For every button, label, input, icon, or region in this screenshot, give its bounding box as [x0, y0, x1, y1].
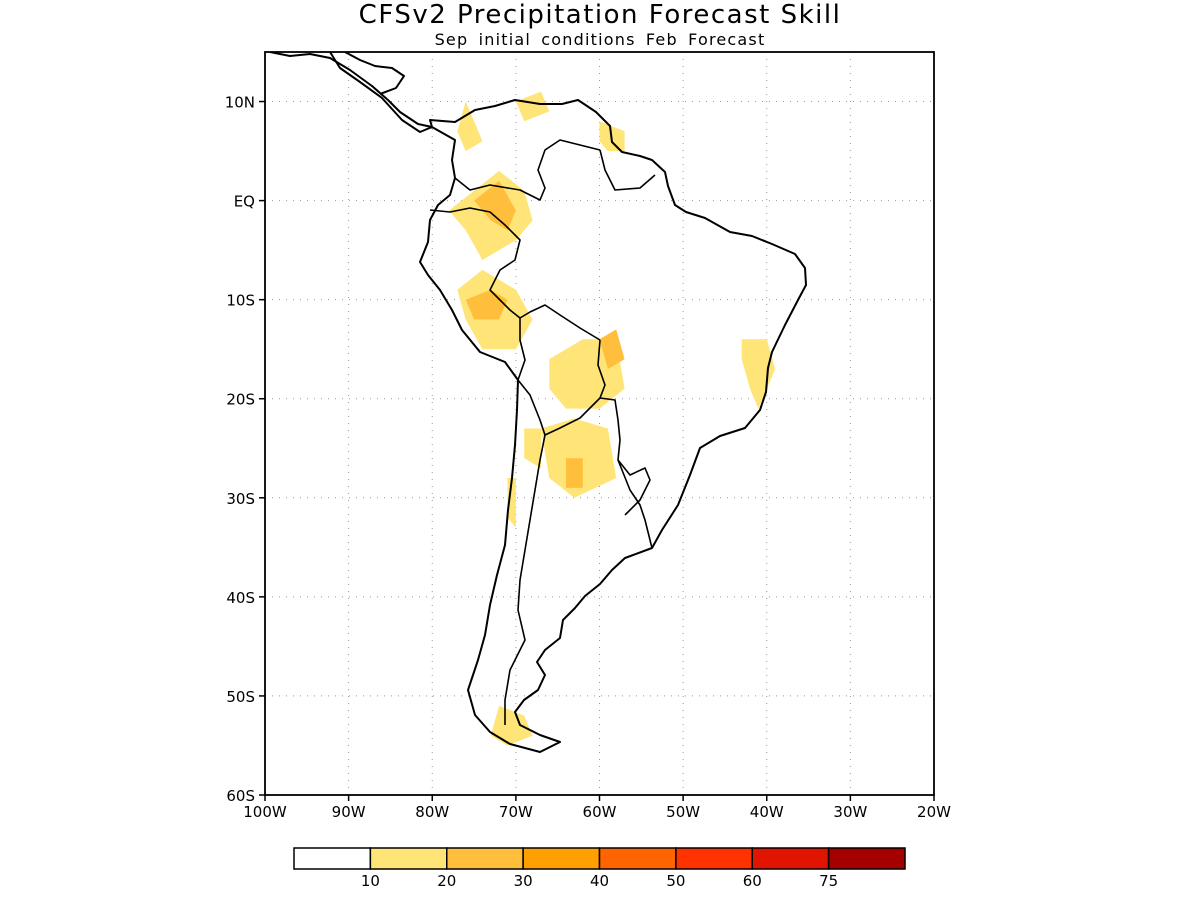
- lat-tick-label: 10N: [225, 94, 255, 112]
- lon-tick-label: 60W: [583, 803, 617, 821]
- skill-region-paraguay-core: [566, 458, 583, 488]
- legend-swatch: [446, 847, 524, 870]
- legend-swatch: [369, 847, 448, 870]
- legend-label: 50: [666, 872, 685, 890]
- lon-tick-label: 20W: [917, 803, 951, 821]
- lon-tick-label: 70W: [499, 803, 533, 821]
- skill-region-patagonia-south: [490, 705, 533, 746]
- coastline: [269, 52, 807, 753]
- legend-swatch: [293, 847, 372, 870]
- lon-tick-label: 40W: [750, 803, 784, 821]
- lat-tick-label: 40S: [226, 589, 255, 607]
- legend-label: 75: [819, 872, 838, 890]
- lon-tick-label: 50W: [666, 803, 700, 821]
- lat-tick-label: 20S: [226, 391, 255, 409]
- legend-swatch: [827, 847, 906, 870]
- skill-region-paraguay-chaco: [541, 418, 617, 498]
- legend-label: 20: [437, 872, 456, 890]
- legend-label: 30: [514, 872, 533, 890]
- legend-label: 10: [361, 872, 380, 890]
- legend-label: 60: [743, 872, 762, 890]
- skill-region-venezuela-north: [515, 91, 550, 122]
- central-america-outline: [269, 52, 433, 128]
- lat-lon-grid: [265, 52, 934, 795]
- legend-swatch: [598, 847, 677, 870]
- legend-label: 40: [590, 872, 609, 890]
- skill-regions: [449, 91, 776, 746]
- lat-tick-label: 30S: [226, 490, 255, 508]
- lon-tick-label: 90W: [332, 803, 366, 821]
- lon-tick-label: 80W: [415, 803, 449, 821]
- skill-region-bahia: [741, 339, 776, 409]
- lat-tick-label: 50S: [226, 688, 255, 706]
- lon-tick-label: 100W: [243, 803, 287, 821]
- lat-tick-label: EQ: [234, 193, 255, 211]
- country-borders: [429, 139, 656, 725]
- color-legend: 10 20 30 40 50 60 75: [293, 847, 906, 890]
- lat-tick-label: 10S: [226, 292, 255, 310]
- skill-region-colombia-peru-core: [474, 180, 516, 231]
- legend-swatch: [522, 847, 601, 870]
- legend-swatch: [751, 847, 830, 870]
- legend-swatch: [675, 847, 753, 870]
- lat-tick-label: 60S: [226, 787, 255, 805]
- skill-region-argentina-northwest: [524, 428, 541, 469]
- skill-region-northwest-colombia: [457, 101, 483, 152]
- chart-subtitle: Sep initial conditions Feb Forecast: [434, 30, 766, 49]
- central-america-inner: [344, 52, 405, 95]
- chart-title: CFSv2 Precipitation Forecast Skill: [358, 0, 842, 30]
- skill-region-mato-grosso: [599, 329, 625, 369]
- lon-tick-label: 30W: [833, 803, 867, 821]
